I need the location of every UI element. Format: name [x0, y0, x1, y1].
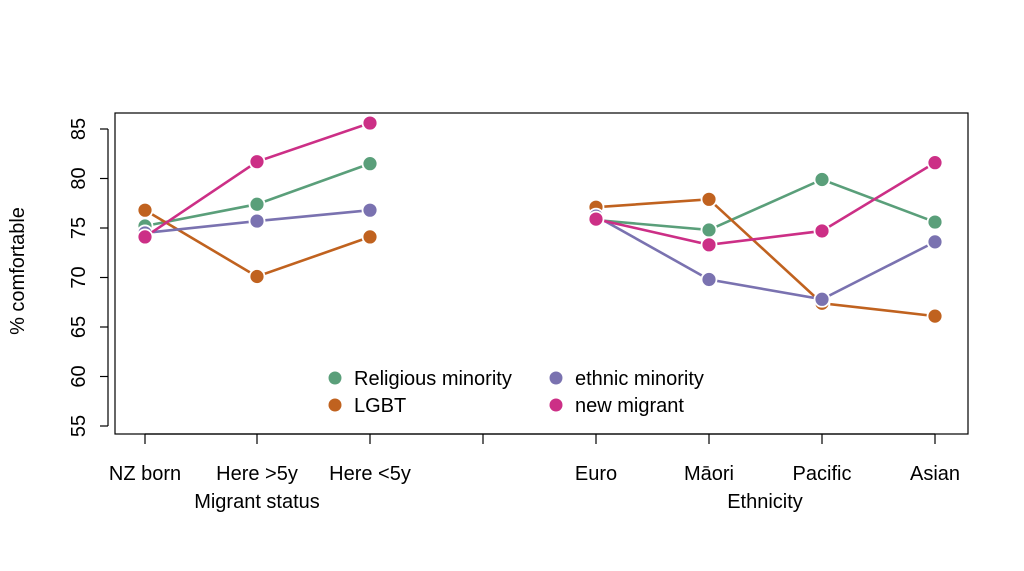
legend-marker — [549, 371, 563, 385]
data-point-ethnic-minority — [813, 290, 831, 308]
data-point-ethnic-minority — [926, 233, 944, 251]
x-tick-label-here-5y: Here >5y — [216, 463, 298, 485]
data-point-new-migrant — [587, 210, 605, 228]
data-point-new-migrant — [700, 236, 718, 254]
y-tick-label: 75 — [68, 217, 90, 239]
legend-label: Religious minority — [354, 368, 512, 390]
data-point-new-migrant — [361, 114, 379, 132]
legend-marker — [328, 398, 342, 412]
legend-item-ethnic-minority: ethnic minority — [549, 368, 704, 390]
data-point-lgbt — [136, 201, 154, 219]
series-line-new-migrant — [595, 161, 936, 247]
legend-item-religious-minority: Religious minority — [328, 368, 512, 390]
data-point-new-migrant — [926, 154, 944, 172]
data-point-ethnic-minority — [361, 201, 379, 219]
y-axis-title: % comfortable — [7, 207, 29, 335]
y-axis: 55 60 65 70 75 80 85 — [68, 118, 109, 437]
legend-marker — [328, 371, 342, 385]
legend-marker — [549, 398, 563, 412]
data-point-ethnic-minority — [248, 212, 266, 230]
x-tick-label-here-5y: Here <5y — [329, 463, 411, 485]
x-tick-label-nz-born: NZ born — [109, 463, 181, 485]
legend-label: ethnic minority — [575, 368, 704, 390]
data-point-lgbt — [926, 307, 944, 325]
series-line-religious-minority — [595, 178, 936, 232]
series-ethnic-minority — [136, 201, 944, 308]
data-point-lgbt — [248, 268, 266, 285]
data-point-new-migrant — [248, 153, 266, 171]
y-tick-label: 65 — [68, 316, 90, 338]
x-tick-label-pacific: Pacific — [793, 463, 852, 485]
series-line-ethnic-minority — [595, 214, 936, 301]
y-tick-label: 55 — [68, 415, 90, 437]
group-title-migrant-status: Migrant status — [194, 491, 320, 513]
y-tick-label: 80 — [68, 167, 90, 189]
y-tick-label: 70 — [68, 266, 90, 288]
series-layer — [136, 114, 944, 325]
x-axis: NZ born Here >5y Here <5y Migrant status Eur… — [109, 433, 960, 513]
series-line-lgbt — [595, 197, 936, 318]
data-point-new-migrant — [813, 222, 831, 240]
x-tick-label-asian: Asian — [910, 463, 960, 485]
x-tick-label-euro: Euro — [575, 463, 617, 485]
legend-label: new migrant — [575, 395, 684, 417]
data-point-religious-minority — [926, 213, 944, 231]
series-new-migrant — [136, 114, 944, 254]
x-tick-label-m-ori: Māori — [684, 463, 734, 485]
legend-label: LGBT — [354, 395, 406, 417]
legend: Religious minority LGBT ethnic minority new… — [328, 368, 704, 417]
data-point-lgbt — [700, 190, 718, 208]
data-point-religious-minority — [361, 155, 379, 173]
legend-item-lgbt: LGBT — [328, 395, 406, 417]
data-point-new-migrant — [136, 228, 154, 246]
data-point-religious-minority — [813, 171, 831, 188]
y-tick-label: 60 — [68, 365, 90, 387]
data-point-lgbt — [361, 228, 379, 246]
y-tick-label: 85 — [68, 118, 90, 140]
series-lgbt — [136, 190, 944, 325]
data-point-religious-minority — [248, 195, 266, 213]
legend-item-new-migrant: new migrant — [549, 395, 684, 417]
plot-box — [114, 112, 969, 435]
data-point-ethnic-minority — [700, 271, 718, 288]
data-point-religious-minority — [700, 221, 718, 239]
group-title-ethnicity: Ethnicity — [727, 491, 803, 513]
